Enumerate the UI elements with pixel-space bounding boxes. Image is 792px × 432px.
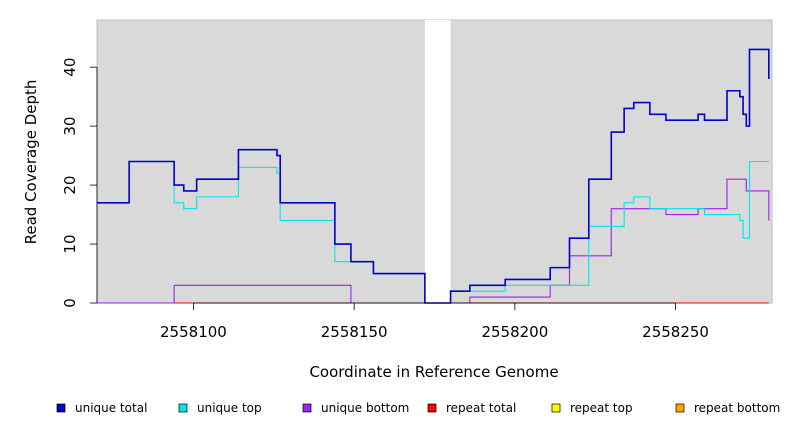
legend-label: repeat top	[570, 401, 633, 415]
legend-swatch	[302, 403, 312, 413]
x-tick-label: 2558250	[642, 323, 709, 341]
y-tick-label: 10	[61, 234, 79, 253]
legend-label: repeat bottom	[694, 401, 780, 415]
series-line-unique-total	[97, 48, 770, 304]
legend-label: repeat total	[446, 401, 516, 415]
y-axis-title: Read Coverage Depth	[22, 80, 40, 245]
legend-label: unique bottom	[321, 401, 409, 415]
legend-swatch	[675, 403, 685, 413]
legend-label: unique total	[75, 401, 147, 415]
x-axis-title: Coordinate in Reference Genome	[309, 363, 558, 381]
legend-label: unique top	[197, 401, 262, 415]
legend-swatch	[56, 403, 66, 413]
x-tick-label: 2558200	[481, 323, 548, 341]
legend-swatch	[551, 403, 561, 413]
legend: unique total unique top unique bottom repea…	[56, 401, 780, 415]
y-tick-label: 40	[61, 58, 79, 77]
x-tick-label: 2558100	[160, 323, 227, 341]
legend-swatch	[178, 403, 188, 413]
gap-region	[424, 20, 451, 303]
y-tick-label: 30	[61, 117, 79, 136]
x-tick-label: 2558150	[321, 323, 388, 341]
y-tick-label: 20	[61, 176, 79, 195]
legend-swatch	[427, 403, 437, 413]
y-tick-label: 0	[61, 298, 79, 308]
axis-layer: 2558100 2558150 2558200 2558250 0 10 20 30 40	[61, 58, 709, 341]
series-line-unique-bottom	[97, 178, 770, 304]
